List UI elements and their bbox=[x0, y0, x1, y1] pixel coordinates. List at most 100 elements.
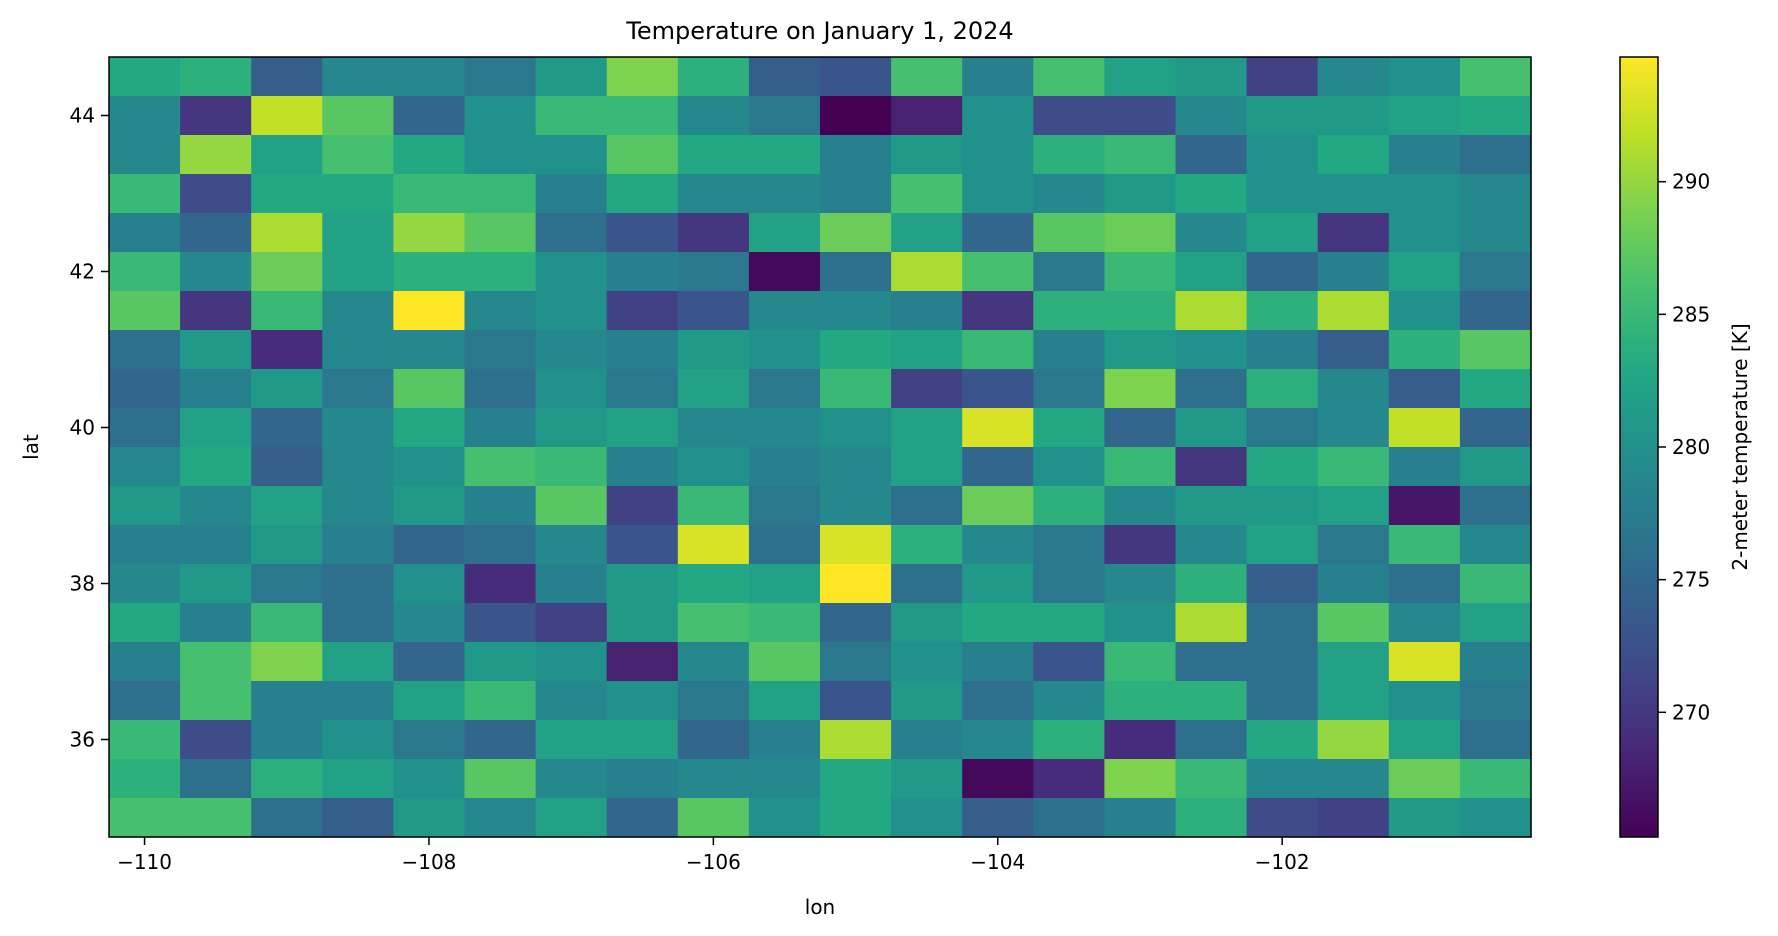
x-axis-ticks: −110 −108 −106 −104 −102 bbox=[117, 837, 1310, 874]
heatmap-cell bbox=[1175, 330, 1248, 370]
heatmap-cell bbox=[1033, 408, 1105, 448]
heatmap-cell bbox=[748, 486, 821, 526]
heatmap-cell bbox=[606, 447, 679, 487]
heatmap-cell bbox=[1104, 447, 1177, 487]
heatmap-cell bbox=[251, 798, 323, 838]
heatmap-cell bbox=[322, 681, 394, 721]
heatmap-cell bbox=[1317, 408, 1390, 448]
heatmap-cell bbox=[180, 720, 252, 760]
heatmap-cell bbox=[251, 174, 323, 214]
heatmap-cell bbox=[1388, 96, 1461, 136]
x-tick-label: −110 bbox=[117, 850, 172, 874]
heatmap-cell bbox=[251, 213, 323, 253]
heatmap-cell bbox=[820, 759, 892, 799]
heatmap-cell bbox=[322, 447, 394, 487]
heatmap-cell bbox=[1388, 213, 1461, 253]
heatmap-cell bbox=[962, 798, 1034, 838]
heatmap-cell bbox=[1388, 486, 1461, 526]
heatmap-cell bbox=[1175, 135, 1248, 175]
heatmap-cell bbox=[1388, 759, 1461, 799]
heatmap-cell bbox=[1246, 369, 1319, 409]
heatmap-cell bbox=[109, 213, 181, 253]
heatmap-cell bbox=[1033, 291, 1105, 331]
heatmap-cell bbox=[1246, 213, 1319, 253]
heatmap-cell bbox=[109, 720, 181, 760]
heatmap-cell bbox=[535, 135, 608, 175]
heatmap-cell bbox=[820, 408, 892, 448]
heatmap-cell bbox=[535, 213, 608, 253]
heatmap-cell bbox=[180, 642, 252, 682]
chart-title: Temperature on January 1, 2024 bbox=[625, 17, 1013, 45]
heatmap-cell bbox=[820, 681, 892, 721]
colorbar-tick-label: 280 bbox=[1672, 435, 1710, 459]
heatmap-cell bbox=[677, 447, 750, 487]
heatmap-cell bbox=[1033, 798, 1105, 838]
heatmap-cell bbox=[1317, 720, 1390, 760]
heatmap-cell bbox=[748, 369, 821, 409]
heatmap-cell bbox=[322, 135, 394, 175]
heatmap-cell bbox=[109, 330, 181, 370]
heatmap-cell bbox=[180, 603, 252, 643]
heatmap-cell bbox=[962, 681, 1034, 721]
heatmap-cell bbox=[180, 330, 252, 370]
heatmap-cell bbox=[1104, 57, 1177, 97]
colorbar-tick-label: 270 bbox=[1672, 700, 1710, 724]
heatmap-cell bbox=[677, 798, 750, 838]
heatmap-cell bbox=[1459, 291, 1532, 331]
heatmap-cell bbox=[393, 252, 466, 292]
heatmap-cell bbox=[464, 96, 537, 136]
heatmap-cell bbox=[1175, 486, 1248, 526]
heatmap-cell bbox=[109, 291, 181, 331]
heatmap-cell bbox=[962, 252, 1034, 292]
heatmap-cell bbox=[820, 798, 892, 838]
heatmap-cell bbox=[1317, 681, 1390, 721]
heatmap-cell bbox=[1317, 252, 1390, 292]
heatmap-cell bbox=[1175, 720, 1248, 760]
heatmap-cell bbox=[1317, 213, 1390, 253]
heatmap-cell bbox=[464, 603, 537, 643]
heatmap-cell bbox=[891, 681, 963, 721]
heatmap-cell bbox=[1033, 447, 1105, 487]
heatmap-cell bbox=[1388, 798, 1461, 838]
heatmap-cell bbox=[1388, 642, 1461, 682]
heatmap-cell bbox=[464, 135, 537, 175]
heatmap-cell bbox=[322, 486, 394, 526]
heatmap-cell bbox=[962, 330, 1034, 370]
heatmap-cell bbox=[464, 798, 537, 838]
heatmap-cell bbox=[1246, 603, 1319, 643]
heatmap-cell bbox=[393, 57, 466, 97]
heatmap-cell bbox=[1317, 330, 1390, 370]
heatmap-cell bbox=[1246, 135, 1319, 175]
heatmap-cell bbox=[606, 369, 679, 409]
heatmap-cell bbox=[677, 135, 750, 175]
heatmap-cell bbox=[180, 681, 252, 721]
heatmap-cell bbox=[393, 369, 466, 409]
heatmap-cell bbox=[109, 681, 181, 721]
heatmap-cell bbox=[1459, 57, 1532, 97]
heatmap-cell bbox=[606, 252, 679, 292]
heatmap-cell bbox=[606, 486, 679, 526]
heatmap-cell bbox=[109, 252, 181, 292]
heatmap-cell bbox=[1459, 447, 1532, 487]
heatmap-cell bbox=[393, 408, 466, 448]
heatmap-cell bbox=[820, 603, 892, 643]
heatmap-cell bbox=[1104, 720, 1177, 760]
x-tick-label: −106 bbox=[686, 850, 741, 874]
heatmap-cell bbox=[962, 486, 1034, 526]
heatmap-cell bbox=[1388, 330, 1461, 370]
heatmap-cell bbox=[251, 642, 323, 682]
heatmap-cell bbox=[180, 174, 252, 214]
heatmap-cell bbox=[962, 369, 1034, 409]
heatmap-cell bbox=[891, 213, 963, 253]
heatmap-cell bbox=[1104, 681, 1177, 721]
heatmap-cell bbox=[1033, 759, 1105, 799]
heatmap-cell bbox=[1246, 252, 1319, 292]
heatmap-cell bbox=[180, 291, 252, 331]
heatmap-cell bbox=[962, 96, 1034, 136]
heatmap-cell bbox=[1104, 564, 1177, 604]
heatmap-cell bbox=[891, 564, 963, 604]
heatmap-cell bbox=[677, 408, 750, 448]
heatmap-cell bbox=[109, 57, 181, 97]
heatmap-cell bbox=[464, 642, 537, 682]
heatmap-cell bbox=[251, 57, 323, 97]
